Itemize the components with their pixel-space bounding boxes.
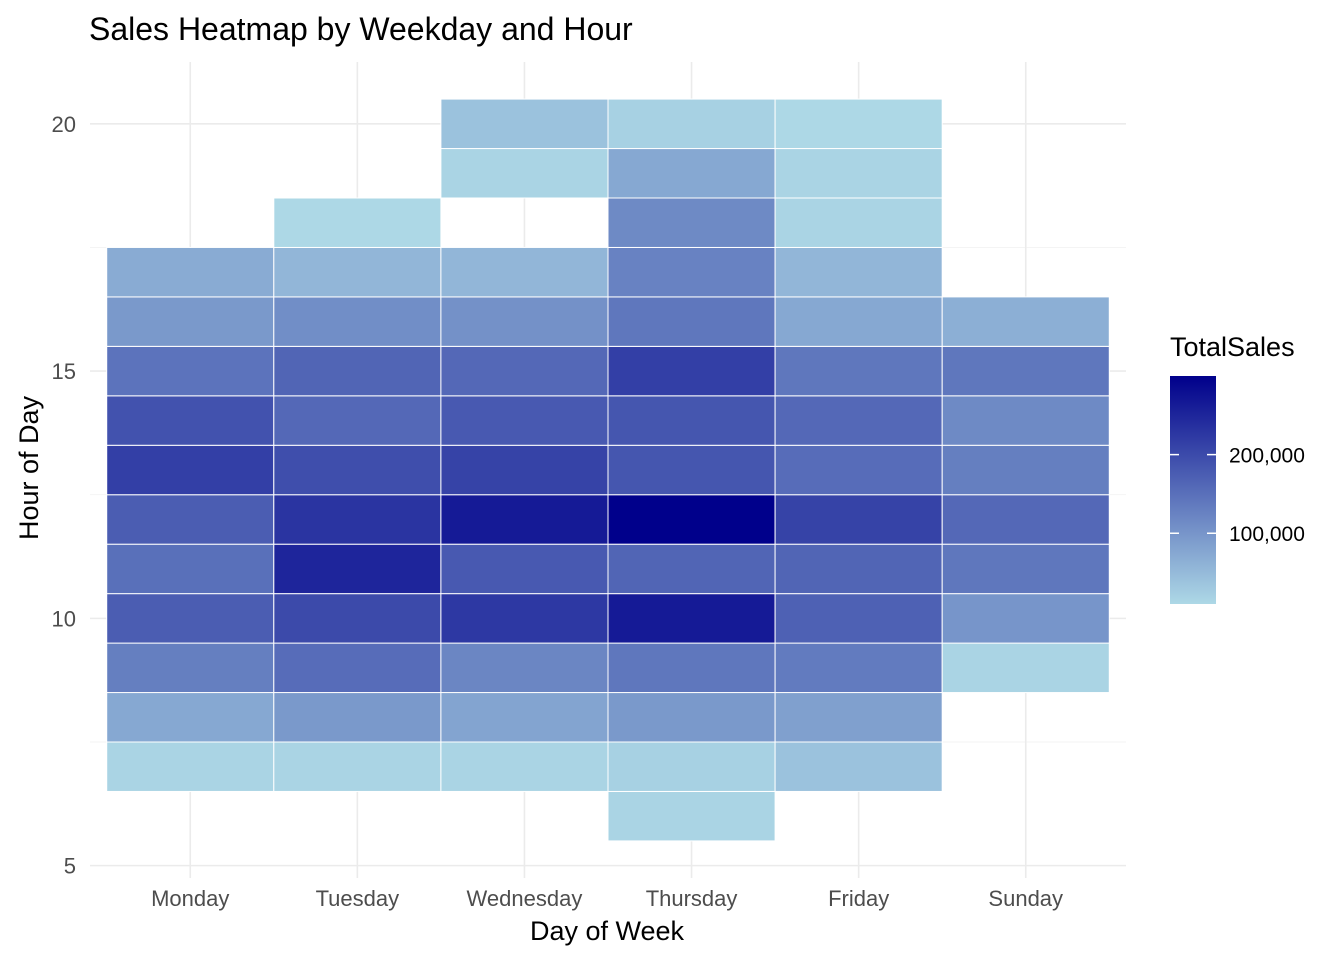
x-tick-label-thursday: Thursday — [646, 886, 738, 911]
x-tick-label-tuesday: Tuesday — [316, 886, 400, 911]
x-tick-label-sunday: Sunday — [988, 886, 1063, 911]
heatmap-cells — [106, 98, 1110, 842]
heatmap-cell-thursday-6 — [607, 790, 776, 842]
heatmap-cell-friday-17 — [774, 246, 943, 298]
heatmap-cell-monday-11 — [106, 543, 275, 595]
legend-label: 100,000 — [1229, 523, 1305, 546]
heatmap-cell-friday-13 — [774, 444, 943, 496]
heatmap-cell-wednesday-9 — [440, 642, 609, 694]
heatmap-cell-thursday-18 — [607, 197, 776, 248]
legend-ticks: 200,000 100,000 — [1170, 445, 1305, 546]
heatmap-cell-thursday-17 — [607, 246, 776, 298]
heatmap-cell-tuesday-14 — [273, 395, 442, 446]
heatmap-cell-thursday-8 — [607, 692, 776, 743]
heatmap-cell-tuesday-16 — [273, 296, 442, 347]
legend-colorbar — [1170, 376, 1216, 604]
y-axis-ticks: 5 10 15 20 — [52, 112, 76, 879]
heatmap-cell-tuesday-15 — [273, 345, 442, 397]
heatmap-cell-wednesday-14 — [440, 395, 609, 446]
y-tick-label: 20 — [52, 112, 76, 137]
y-tick-label: 15 — [52, 359, 76, 384]
heatmap-cell-thursday-19 — [607, 148, 776, 199]
legend: TotalSales 200,000 100,000 — [1170, 332, 1305, 604]
heatmap-cell-thursday-13 — [607, 444, 776, 496]
heatmap-cell-monday-14 — [106, 395, 275, 446]
heatmap-cell-monday-16 — [106, 296, 275, 347]
heatmap-cell-sunday-16 — [941, 296, 1110, 347]
heatmap-cell-tuesday-10 — [273, 593, 442, 644]
x-tick-label-friday: Friday — [828, 886, 889, 911]
heatmap-cell-tuesday-18 — [273, 197, 442, 248]
y-tick-label: 5 — [64, 854, 76, 879]
heatmap-cell-friday-10 — [774, 593, 943, 644]
heatmap-cell-thursday-11 — [607, 543, 776, 595]
legend-title: TotalSales — [1170, 332, 1295, 362]
heatmap-cell-sunday-14 — [941, 395, 1110, 446]
y-axis-title: Hour of Day — [14, 395, 44, 540]
heatmap-cell-thursday-9 — [607, 642, 776, 694]
heatmap-cell-thursday-15 — [607, 345, 776, 397]
heatmap-cell-wednesday-20 — [440, 98, 609, 150]
heatmap-cell-monday-7 — [106, 741, 275, 792]
heatmap-cell-tuesday-11 — [273, 543, 442, 595]
heatmap-cell-sunday-15 — [941, 345, 1110, 397]
chart-title: Sales Heatmap by Weekday and Hour — [89, 11, 633, 47]
x-tick-label-monday: Monday — [151, 886, 229, 911]
heatmap-cell-monday-12 — [106, 494, 275, 545]
heatmap-cell-wednesday-17 — [440, 246, 609, 298]
heatmap-cell-thursday-12 — [607, 494, 776, 545]
heatmap-cell-monday-10 — [106, 593, 275, 644]
x-axis-title: Day of Week — [530, 916, 685, 946]
heatmap-cell-friday-14 — [774, 395, 943, 446]
heatmap-cell-monday-17 — [106, 246, 275, 298]
heatmap-cell-tuesday-7 — [273, 741, 442, 792]
heatmap-cell-friday-7 — [774, 741, 943, 792]
heatmap-cell-friday-19 — [774, 148, 943, 199]
heatmap-cell-friday-9 — [774, 642, 943, 694]
heatmap-cell-friday-8 — [774, 692, 943, 743]
heatmap-cell-thursday-7 — [607, 741, 776, 792]
legend-label: 200,000 — [1229, 445, 1305, 468]
heatmap-cell-friday-12 — [774, 494, 943, 545]
heatmap-cell-tuesday-12 — [273, 494, 442, 545]
heatmap-cell-tuesday-8 — [273, 692, 442, 743]
heatmap-cell-friday-20 — [774, 98, 943, 150]
heatmap-cell-wednesday-8 — [440, 692, 609, 743]
heatmap-cell-monday-13 — [106, 444, 275, 496]
y-tick-label: 10 — [52, 606, 76, 631]
heatmap-cell-friday-16 — [774, 296, 943, 347]
heatmap-cell-wednesday-15 — [440, 345, 609, 397]
heatmap-cell-wednesday-11 — [440, 543, 609, 595]
heatmap-cell-tuesday-17 — [273, 246, 442, 298]
x-tick-label-wednesday: Wednesday — [467, 886, 583, 911]
heatmap-cell-wednesday-12 — [440, 494, 609, 545]
heatmap-cell-monday-15 — [106, 345, 275, 397]
heatmap-cell-thursday-14 — [607, 395, 776, 446]
heatmap-cell-friday-15 — [774, 345, 943, 397]
heatmap-cell-wednesday-19 — [440, 148, 609, 199]
heatmap-cell-thursday-16 — [607, 296, 776, 347]
heatmap-cell-wednesday-13 — [440, 444, 609, 496]
heatmap-cell-friday-18 — [774, 197, 943, 248]
heatmap-cell-monday-8 — [106, 692, 275, 743]
heatmap-cell-sunday-13 — [941, 444, 1110, 496]
heatmap-cell-sunday-9 — [941, 642, 1110, 694]
heatmap-cell-monday-9 — [106, 642, 275, 694]
x-axis-ticks: Monday Tuesday Wednesday Thursday Friday Sund… — [151, 886, 1063, 911]
heatmap-cell-sunday-10 — [941, 593, 1110, 644]
heatmap-cell-thursday-20 — [607, 98, 776, 150]
heatmap-cell-friday-11 — [774, 543, 943, 595]
heatmap-cell-wednesday-7 — [440, 741, 609, 792]
heatmap-cell-sunday-12 — [941, 494, 1110, 545]
heatmap-cell-sunday-11 — [941, 543, 1110, 595]
heatmap-cell-wednesday-16 — [440, 296, 609, 347]
heatmap-cell-tuesday-13 — [273, 444, 442, 496]
heatmap-cell-wednesday-10 — [440, 593, 609, 644]
heatmap-cell-tuesday-9 — [273, 642, 442, 694]
heatmap-cell-thursday-10 — [607, 593, 776, 644]
